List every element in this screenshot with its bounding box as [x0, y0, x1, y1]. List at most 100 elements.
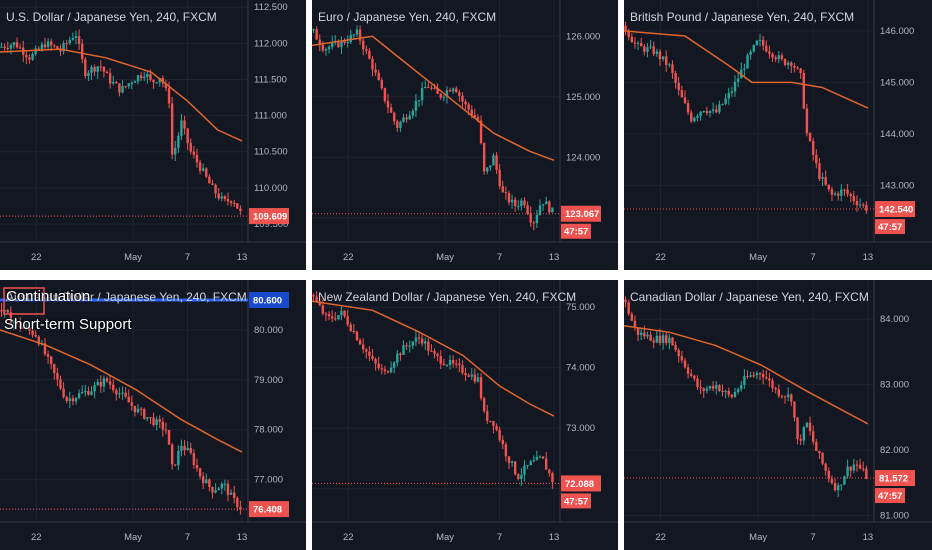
candle-body	[439, 355, 442, 364]
candle-body	[507, 192, 511, 203]
candle-body	[535, 215, 539, 224]
y-tick-label: 143.000	[880, 180, 914, 191]
candle-body	[479, 120, 483, 144]
candle-body	[414, 337, 418, 342]
moving-average-line	[0, 329, 243, 453]
candle-body	[355, 29, 359, 35]
bar-timer-tag	[875, 219, 905, 235]
candle-body	[236, 497, 239, 508]
candle-body	[633, 320, 637, 328]
candle-body	[340, 310, 343, 315]
candle-body	[708, 386, 712, 389]
x-tick-label: 7	[810, 532, 815, 543]
candle-body	[793, 401, 796, 418]
candle-body	[858, 464, 862, 469]
chart-canvas: 75.00074.00073.00072.00022May71372.08847…	[312, 280, 618, 543]
chart-title: British Pound / Japanese Yen, 240, FXCM	[630, 10, 855, 24]
candle-body	[183, 120, 186, 129]
candle-body	[180, 120, 183, 136]
last-price-tag	[875, 470, 915, 487]
y-tick-label: 112.500	[254, 2, 288, 13]
y-tick-label: 124.000	[566, 152, 600, 163]
candle-body	[9, 312, 13, 324]
candle-body	[743, 68, 746, 70]
candle-body	[133, 81, 137, 83]
candle-body	[337, 40, 340, 48]
candle-body	[686, 103, 690, 113]
candle-body	[510, 461, 514, 463]
candle-body	[105, 71, 109, 74]
candle-body	[818, 450, 821, 454]
y-tick-label: 125.000	[566, 92, 600, 103]
candle-body	[68, 39, 71, 44]
candle-body	[541, 456, 545, 459]
candle-body	[752, 45, 755, 52]
candle-body	[492, 155, 495, 166]
candle-body	[693, 375, 696, 379]
candle-body	[727, 92, 730, 99]
candle-body	[808, 133, 812, 141]
bar-timer-label: 47:57	[878, 222, 902, 233]
candle-body	[49, 41, 53, 46]
candle-body	[18, 321, 22, 328]
candle-body	[208, 479, 211, 487]
candle-body	[346, 41, 349, 43]
candle-body	[46, 354, 50, 357]
candle-body	[746, 55, 749, 69]
candle-body	[665, 335, 668, 344]
candle-body	[541, 204, 545, 206]
candle-body	[448, 90, 452, 92]
candle-body	[402, 117, 405, 122]
candle-body	[330, 316, 334, 319]
candle-body	[380, 368, 383, 370]
candle-body	[399, 353, 402, 356]
candle-body	[461, 365, 464, 373]
candle-body	[195, 464, 199, 469]
candle-body	[152, 417, 155, 426]
chart-panel-eurjpy[interactable]: 126.000125.000124.000123.00022May713123.…	[312, 0, 618, 270]
level-price-tag	[249, 291, 289, 308]
candle-body	[170, 444, 174, 465]
candle-body	[513, 461, 517, 475]
candle-body	[136, 408, 140, 413]
candle-body	[65, 43, 68, 45]
x-tick-label: 22	[343, 532, 354, 543]
chart-panel-gbpjpy[interactable]: 146.000 145.000 144.000 143.000 22 May 7 13 142.…	[624, 0, 932, 270]
candle-body	[646, 47, 649, 52]
candle-body	[74, 36, 78, 38]
candle-body	[548, 469, 551, 474]
candle-body	[192, 151, 196, 155]
candle-body	[815, 154, 818, 164]
candle-body	[143, 409, 146, 419]
chart-panel-usdjpy[interactable]: 112.500 112.000 111.500 111.000 110.500 110.0…	[0, 0, 306, 270]
candle-body	[220, 483, 223, 489]
candle-body	[636, 43, 640, 45]
chart-panel-nzdjpy[interactable]: 75.00074.00073.00072.00022May71372.08847…	[312, 280, 618, 550]
candle-body	[6, 48, 9, 50]
candle-body	[189, 143, 192, 152]
candle-body	[408, 115, 411, 120]
chart-panel-audjpy[interactable]: 80.600 80.000 79.000 78.000 77.000 76.408 22 Ma…	[0, 280, 306, 550]
candle-body	[105, 378, 109, 382]
candle-body	[793, 65, 796, 68]
chart-panel-cadjpy[interactable]: 84.000 83.000 82.000 81.000 22 May 7 13 81.572 47…	[624, 280, 932, 550]
candle-body	[139, 75, 143, 78]
x-tick-label: 22	[655, 532, 666, 543]
candle-body	[239, 507, 242, 510]
candle-body	[674, 345, 677, 350]
candle-body	[90, 391, 93, 395]
candle-body	[830, 478, 834, 484]
candle-body	[768, 51, 771, 54]
candle-body	[112, 384, 115, 391]
candle-body	[658, 51, 662, 60]
candle-body	[758, 39, 762, 41]
y-tick-label: 79.000	[254, 375, 283, 386]
candle-body	[25, 327, 28, 329]
candle-body	[461, 95, 464, 102]
candle-body	[671, 337, 674, 346]
candle-body	[37, 48, 40, 50]
candle-body	[417, 337, 421, 339]
chart-title: Euro / Japanese Yen, 240, FXCM	[318, 10, 497, 24]
last-price-tag	[875, 201, 915, 218]
candle-body	[627, 30, 630, 37]
